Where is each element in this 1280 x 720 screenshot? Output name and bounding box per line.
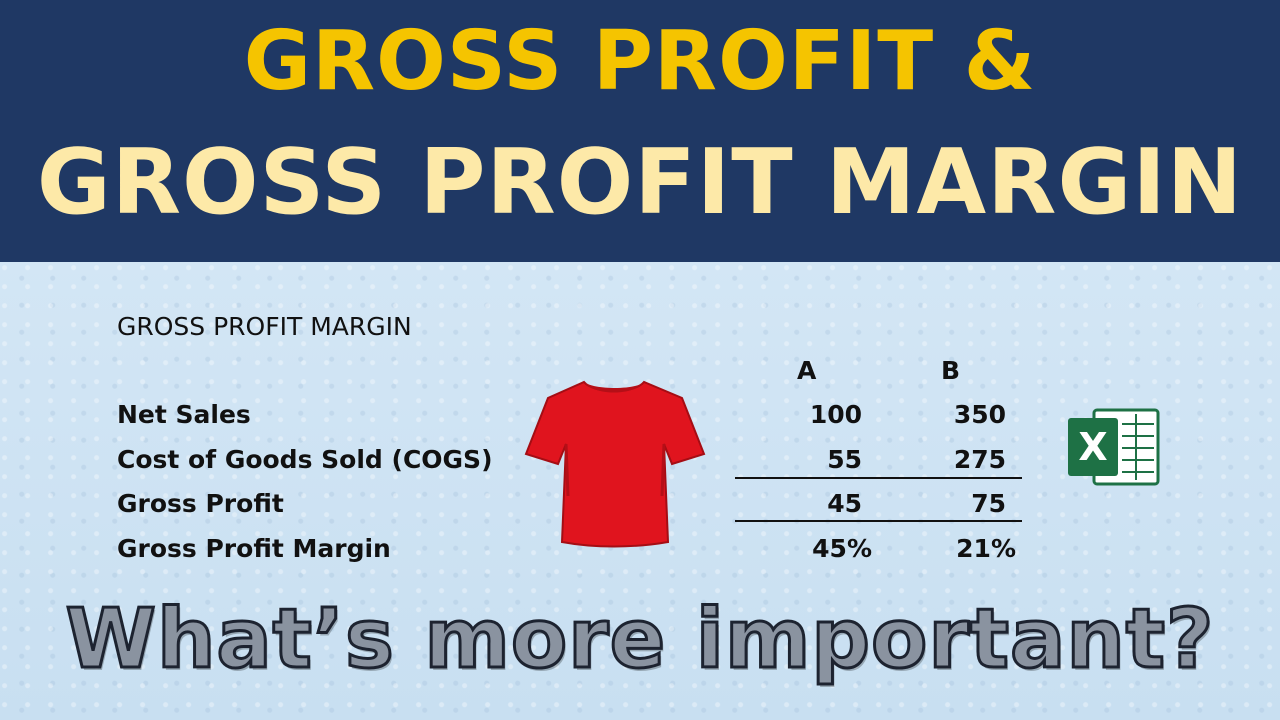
gross-profit-b: 75 [971, 489, 1006, 518]
divider-rule-1 [735, 477, 1022, 479]
title-banner: GROSS PROFIT & GROSS PROFIT MARGIN [0, 0, 1280, 262]
row-label-gross-profit: Gross Profit [117, 489, 284, 518]
row-label-gross-profit-margin: Gross Profit Margin [117, 534, 391, 563]
gross-profit-margin-b: 21% [956, 534, 1016, 563]
title-line-1: GROSS PROFIT & [243, 14, 1037, 109]
tshirt-icon [524, 380, 706, 548]
divider-rule-2 [735, 520, 1022, 522]
cogs-b: 275 [953, 445, 1006, 474]
gross-profit-a: 45 [827, 489, 862, 518]
gross-profit-margin-a: 45% [812, 534, 872, 563]
row-label-cogs: Cost of Goods Sold (COGS) [117, 445, 493, 474]
content-area: GROSS PROFIT MARGIN A B Net Sales 100 35… [0, 262, 1280, 720]
row-label-net-sales: Net Sales [117, 400, 251, 429]
column-header-b: B [941, 356, 961, 385]
column-header-a: A [797, 356, 817, 385]
title-line-2: GROSS PROFIT MARGIN [36, 130, 1244, 235]
excel-icon: X [1068, 408, 1160, 486]
table-title: GROSS PROFIT MARGIN [117, 312, 412, 341]
net-sales-b: 350 [953, 400, 1006, 429]
cogs-a: 55 [827, 445, 862, 474]
net-sales-a: 100 [809, 400, 862, 429]
excel-icon-letter: X [1078, 425, 1107, 469]
question-text: What’s more important? [64, 591, 1215, 689]
